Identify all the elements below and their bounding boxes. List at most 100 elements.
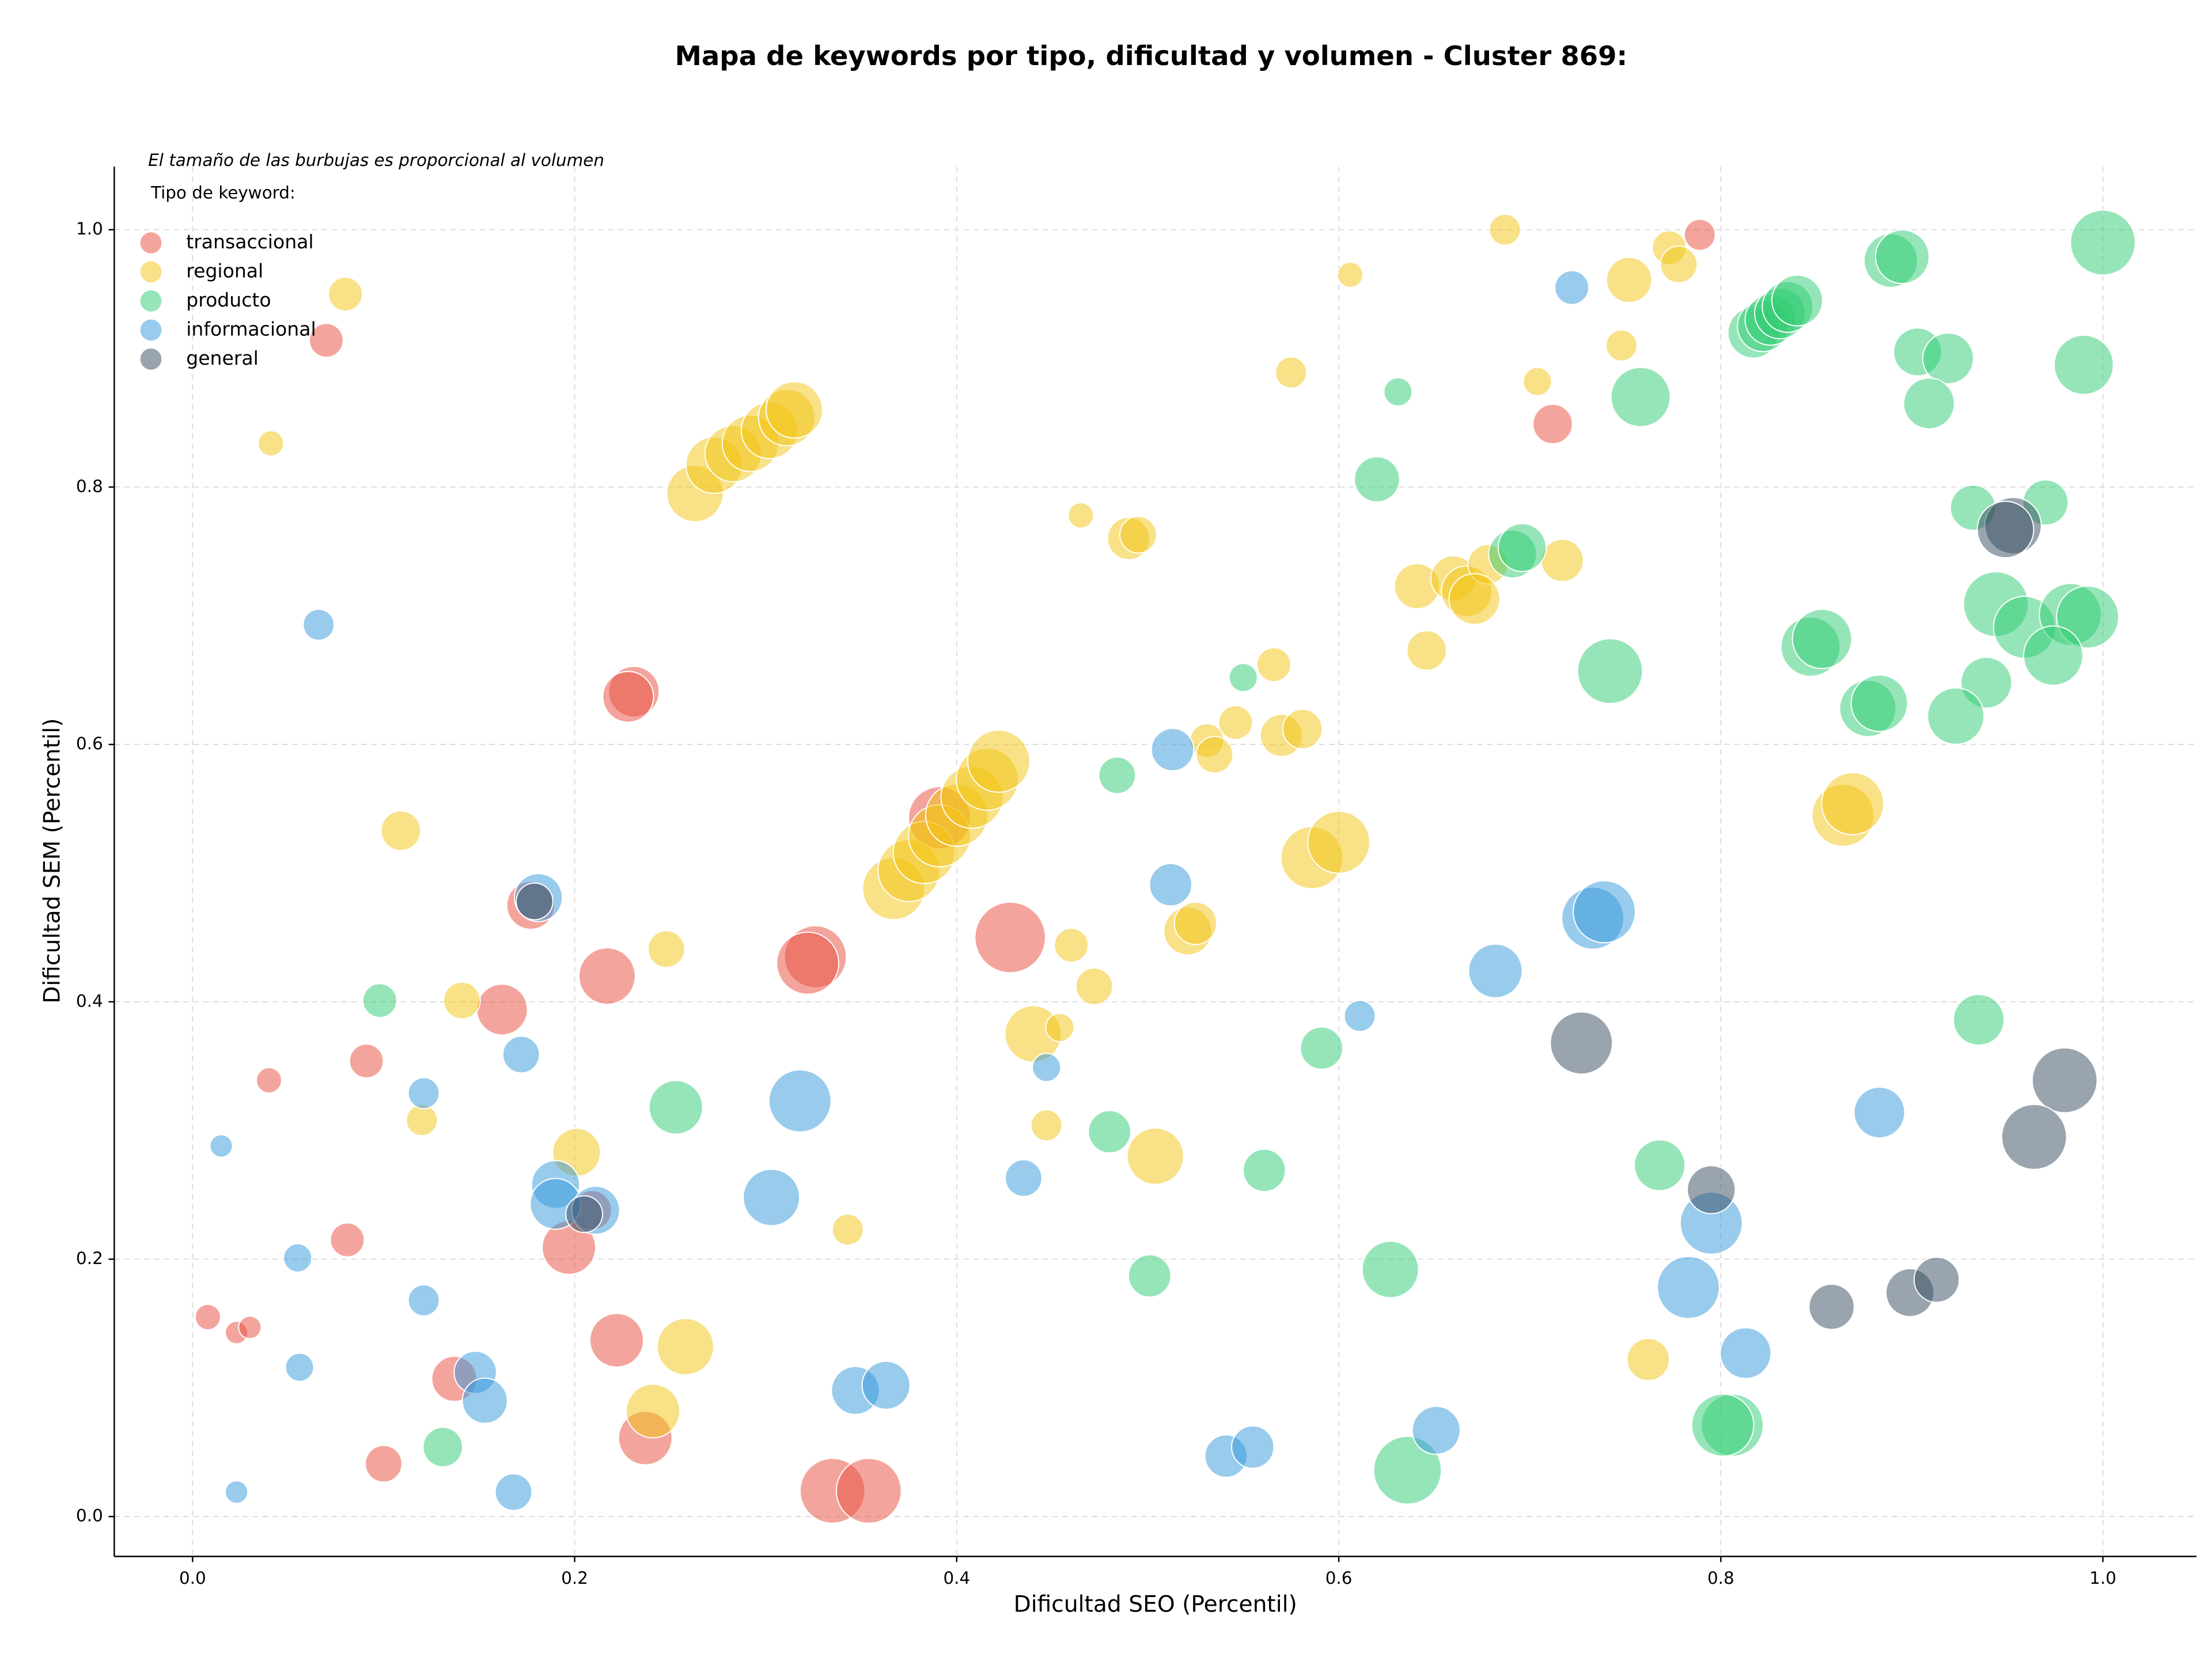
bubble [1030,1109,1063,1142]
bubble [1821,772,1884,835]
bubble [1173,901,1218,945]
bubble [1343,1000,1376,1032]
bubble [1808,1284,1855,1330]
bubble [1411,1405,1461,1455]
bubble [1005,1159,1043,1197]
bubble [2053,334,2114,395]
y-axis-label: Dificultad SEM (Percentil) [40,718,66,1004]
bubble [1976,501,2035,559]
legend-marker [139,230,163,255]
bubble [302,608,335,641]
bubble [2031,1047,2098,1114]
bubble [443,981,481,1020]
bubble [1307,811,1370,874]
bubble [516,882,554,921]
x-axis-label: Dificultad SEO (Percentil) [1014,1592,1297,1618]
bubble [407,1284,440,1316]
bubble [1075,967,1113,1005]
bubble [2022,625,2084,686]
bubble [1150,728,1195,771]
bubble [1791,608,1853,669]
bubble [309,323,344,358]
bubble [1218,705,1253,740]
bubble [1373,1436,1442,1505]
legend-marker [139,347,163,372]
y-tick-label: 0.4 [76,991,103,1011]
bubble [1128,1254,1172,1298]
x-tick-label: 1.0 [2089,1568,2116,1588]
bubble [1361,1240,1419,1299]
bubble [1605,256,1653,303]
bubble [1282,709,1323,750]
bubble [1922,332,1975,385]
bubble [2001,1104,2067,1170]
x-tick-label: 0.6 [1325,1568,1353,1588]
bubble [1300,1026,1343,1070]
x-tick-label: 0.2 [561,1568,588,1588]
bubble [835,1458,902,1524]
legend-marker [139,318,163,342]
bubble [1952,994,2005,1046]
bubble [1660,245,1698,283]
bubble [1275,356,1308,389]
bubble [328,277,363,312]
legend-label: regional [186,259,263,282]
bubble [1532,403,1573,445]
x-tick-label: 0.8 [1707,1568,1734,1588]
bubble [1488,213,1521,246]
bubble [1054,928,1089,963]
bubble [406,1104,438,1137]
bubble [1610,366,1671,427]
bubble [255,1067,283,1094]
bubble [967,729,1031,793]
bubble [602,671,654,723]
bubble [1927,687,1985,745]
legend-label: general [186,347,259,369]
y-tick-label: 0.6 [76,734,103,754]
bubble [225,1480,249,1504]
bubble [1256,647,1291,683]
bubble [1853,1086,1906,1138]
bubble [2070,209,2136,276]
bubble [776,931,840,995]
bubble [1126,1127,1184,1185]
size-note: El tamaño de las burbujas es proporciona… [148,150,604,170]
bubble [578,947,636,1005]
bubble [1771,274,1824,327]
bubble [285,1352,315,1382]
bubble [743,1168,801,1227]
bubble [768,1069,832,1133]
bubble [1605,329,1638,362]
bubble [380,810,422,852]
bubble [238,1315,262,1340]
bubble [209,1134,233,1158]
bubble [1195,736,1234,774]
bubble [349,1043,384,1079]
bubble [1243,1148,1286,1193]
bubble [626,1383,681,1439]
bubble [1634,1139,1686,1191]
x-tick-label: 0.4 [943,1568,970,1588]
legend-marker [139,260,163,284]
bubble [1719,1327,1772,1379]
bubble [1354,456,1400,503]
bubble [1540,539,1584,582]
bubble [861,1360,911,1410]
bubble [589,1312,645,1368]
bubble [1468,943,1523,998]
bubble [648,1080,703,1135]
y-tick-label: 0.8 [76,476,103,496]
bubble [283,1243,313,1273]
bubble [765,381,823,439]
bubble [1098,756,1137,794]
legend-label: producto [186,289,271,311]
bubble [407,1077,440,1110]
bubble [656,1318,714,1376]
bubble [494,1473,533,1511]
legend-label: informacional [186,317,316,340]
bubble [1406,630,1447,671]
legend-label: transaccional [186,230,313,253]
bubble [1067,502,1094,529]
bubble [502,1035,540,1074]
